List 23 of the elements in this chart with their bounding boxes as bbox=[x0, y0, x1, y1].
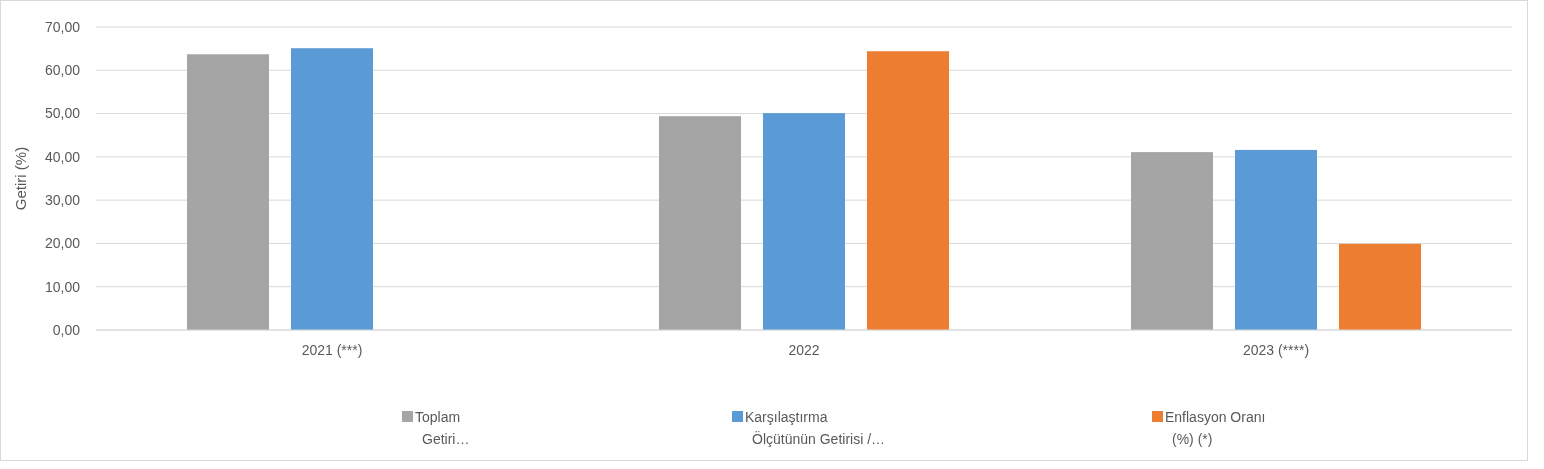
y-tick-label: 40,00 bbox=[44, 148, 81, 165]
y-tick-label: 30,00 bbox=[44, 192, 81, 209]
y-tick-label: 60,00 bbox=[44, 62, 81, 79]
bar bbox=[291, 48, 373, 330]
x-tick-label: 2023 (****) bbox=[1242, 342, 1310, 358]
y-tick-label: 70,00 bbox=[44, 18, 81, 35]
y-tick-label: 10,00 bbox=[44, 278, 81, 295]
x-tick-label: 2021 (***) bbox=[301, 342, 363, 358]
legend-label: Enflasyon Oranı (%) (*) bbox=[1165, 409, 1266, 447]
x-tick-label: 2022 bbox=[788, 342, 820, 358]
bar bbox=[659, 116, 741, 330]
legend-label: Karşılaştırma Ölçütünün Getirisi /… bbox=[745, 409, 886, 447]
y-tick-label: 20,00 bbox=[44, 235, 81, 252]
bar bbox=[1235, 149, 1317, 330]
bar bbox=[763, 113, 845, 330]
y-tick-label: 50,00 bbox=[44, 105, 81, 122]
legend-label: Toplam Getiri… bbox=[415, 409, 470, 447]
y-tick-label: 0,00 bbox=[52, 321, 81, 338]
bar bbox=[187, 54, 269, 330]
bar bbox=[1339, 243, 1421, 330]
bar bbox=[1131, 152, 1213, 330]
bar bbox=[867, 51, 949, 330]
y-axis-title: Getiri (%) bbox=[12, 146, 29, 211]
